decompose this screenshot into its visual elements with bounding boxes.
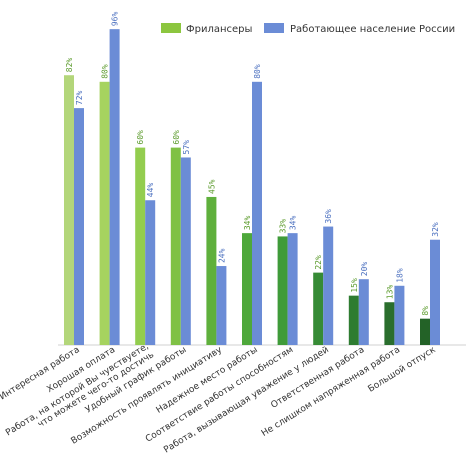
data-label-russia-workforce-6: 34% [289,216,298,231]
bar-russia-workforce-5 [252,81,262,346]
bar-russia-workforce-9 [394,285,405,345]
category-label-10: Большой отпуск [367,345,439,395]
data-label-freelancers-8: 15% [350,278,359,293]
bar-freelancers-5 [242,233,252,345]
bar-russia-workforce-3 [180,157,191,345]
data-label-russia-workforce-4: 24% [217,248,226,263]
bar-russia-workforce-7 [323,226,334,345]
chart-legend: Фрилансеры Работающее население России [161,23,455,35]
bar-freelancers-6 [277,236,288,345]
data-label-russia-workforce-1: 96% [111,12,120,27]
bar-freelancers-9 [384,302,395,345]
bar-russia-workforce-0 [74,108,84,346]
data-label-freelancers-0: 82% [65,58,74,73]
bar-russia-workforce-8 [358,279,369,345]
bar-russia-workforce-1 [109,29,120,345]
data-label-freelancers-6: 33% [279,219,288,234]
data-label-russia-workforce-3: 57% [182,140,191,155]
legend-swatch-freelancers [161,23,181,33]
data-label-freelancers-1: 80% [101,64,110,79]
data-label-freelancers-7: 22% [314,255,323,270]
bar-russia-workforce-4 [216,266,227,345]
data-label-russia-workforce-2: 44% [146,183,155,198]
legend-label-russia-workforce: Работающее население России [290,24,455,35]
bar-freelancers-1 [99,81,110,346]
data-label-russia-workforce-0: 72% [75,90,84,105]
bar-russia-workforce-2 [145,200,156,345]
data-label-russia-workforce-8: 20% [360,262,369,277]
bar-freelancers-4 [206,196,217,345]
data-label-freelancers-5: 34% [243,216,252,231]
data-label-russia-workforce-10: 32% [431,222,440,237]
legend-label-freelancers: Фрилансеры [186,24,252,35]
data-label-freelancers-4: 45% [207,179,216,194]
bar-freelancers-8 [348,295,359,345]
legend-swatch-russia-workforce [264,23,284,33]
bar-freelancers-10 [420,318,430,345]
bar-freelancers-3 [170,147,181,345]
data-label-russia-workforce-9: 18% [395,268,404,283]
data-label-freelancers-2: 60% [136,130,145,145]
bar-freelancers-0 [64,75,74,345]
data-label-russia-workforce-5: 80% [253,64,262,79]
data-label-russia-workforce-7: 36% [324,209,333,224]
bar-freelancers-7 [313,272,324,345]
data-label-freelancers-9: 13% [385,285,394,300]
bar-russia-workforce-10 [430,239,440,345]
bar-freelancers-2 [135,147,146,345]
data-label-freelancers-3: 60% [172,130,181,145]
data-label-freelancers-10: 8% [421,306,430,316]
bar-russia-workforce-6 [287,233,298,345]
